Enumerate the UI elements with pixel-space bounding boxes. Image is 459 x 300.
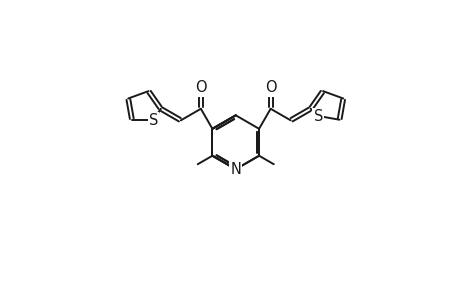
Text: O: O bbox=[195, 80, 206, 95]
Text: N: N bbox=[230, 163, 241, 178]
Text: O: O bbox=[264, 80, 276, 95]
Text: S: S bbox=[149, 113, 158, 128]
Text: S: S bbox=[313, 109, 322, 124]
